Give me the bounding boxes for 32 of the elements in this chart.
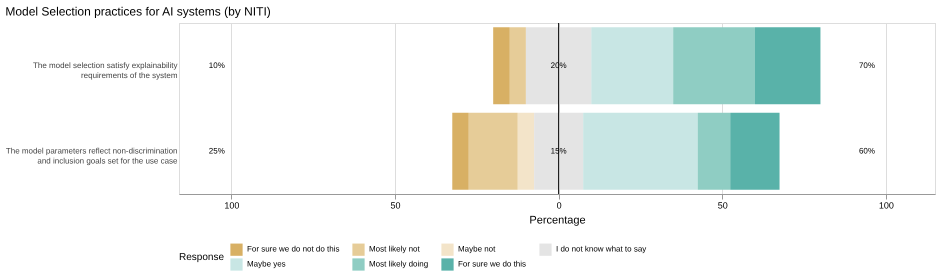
x-tick-label: 50 — [718, 200, 728, 210]
legend-label: Most likely doing — [369, 260, 428, 268]
annotation: 60% — [858, 146, 875, 156]
bar — [583, 112, 698, 190]
bar — [493, 27, 510, 104]
legend-label: Maybe not — [458, 244, 496, 254]
legend-label: Most likely not — [369, 244, 420, 254]
annotation: 70% — [858, 60, 875, 70]
y-tick-label: The model parameters reflect non-discrimination and inclusion goals set for the use case — [6, 146, 178, 166]
legend-label: Maybe yes — [247, 260, 286, 268]
x-axis-title: Percentage — [529, 214, 586, 226]
legend-label: I do not know what to say — [556, 244, 646, 254]
annotation: 25% — [208, 146, 225, 156]
bar — [730, 112, 780, 190]
bar — [518, 112, 534, 190]
annotation: 10% — [208, 60, 225, 70]
x-tick-label: 0 — [556, 200, 562, 210]
legend-label: For sure we do not do this — [247, 244, 340, 254]
bar — [755, 27, 820, 104]
x-tick-label: 100 — [224, 200, 240, 210]
bar — [468, 112, 518, 190]
y-tick-label: The model selection satisfy explainability requirements of the system — [32, 60, 178, 80]
x-tick-label: 100 — [878, 200, 894, 210]
legend-label: For sure we do this — [458, 260, 526, 268]
bar — [591, 27, 674, 104]
bar — [510, 27, 526, 104]
legend-title: Response — [179, 252, 224, 263]
x-tick-label: 50 — [390, 200, 401, 210]
chart-title: Model Selection practices for AI systems (by NITI) — [5, 4, 271, 18]
bar — [452, 112, 469, 190]
bar — [698, 112, 730, 190]
bar — [673, 27, 755, 104]
